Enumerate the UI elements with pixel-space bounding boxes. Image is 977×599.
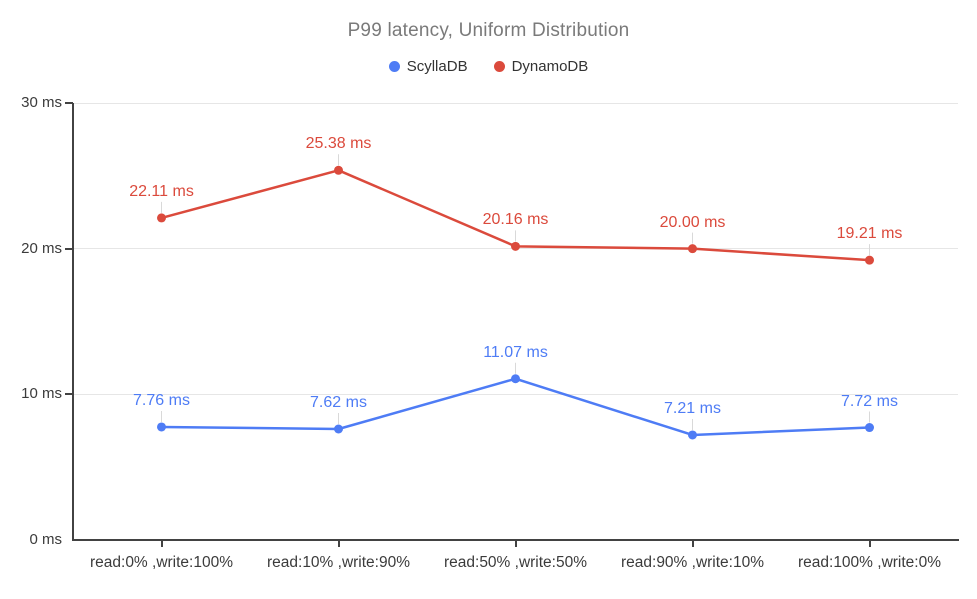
y-tick [65, 393, 73, 396]
gridline [73, 393, 958, 395]
x-tick [868, 539, 871, 547]
x-axis-label: read:90% ,write:10% [620, 554, 765, 571]
y-tick [65, 247, 73, 250]
x-tick [514, 539, 517, 547]
data-point-scylladb [157, 422, 166, 432]
x-axis-label: read:50% ,write:50% [443, 554, 588, 571]
data-point-scylladb [688, 430, 697, 440]
x-tick [160, 539, 163, 547]
legend-dot-scylladb-icon [388, 61, 400, 72]
data-point-label: 20.16 ms [482, 211, 549, 229]
data-point-dynamodb [688, 244, 697, 254]
data-point-scylladb [865, 423, 874, 433]
x-tick [337, 539, 340, 547]
x-axis-label: read:100% ,write:0% [797, 554, 942, 571]
data-point-dynamodb [334, 165, 343, 175]
data-point-label: 19.21 ms [836, 225, 903, 243]
y-axis-line [72, 103, 74, 540]
data-point-label: 7.72 ms [841, 392, 898, 410]
data-point-dynamodb [865, 255, 874, 265]
y-axis-label: 20 ms [21, 239, 62, 257]
data-point-label: 7.21 ms [664, 399, 721, 417]
y-axis-label: 0 ms [29, 531, 62, 548]
legend-item-scylladb: ScyllaDB [388, 58, 468, 75]
data-point-label: 22.11 ms [129, 182, 194, 200]
x-tick [691, 539, 694, 547]
legend: ScyllaDB DynamoDB [0, 58, 977, 75]
chart-title: P99 latency, Uniform Distribution [347, 20, 630, 41]
data-point-label: 7.62 ms [310, 394, 367, 411]
series-canvas [157, 154, 874, 440]
data-point-label: 25.38 ms [305, 135, 372, 153]
y-tick [65, 102, 73, 104]
data-point-dynamodb [157, 213, 166, 223]
data-point-label: 11.07 ms [483, 343, 548, 361]
legend-item-dynamodb: DynamoDB [493, 58, 589, 75]
y-axis-label: 10 ms [21, 385, 62, 403]
data-point-scylladb [511, 374, 520, 384]
y-axis-label: 30 ms [21, 94, 62, 111]
legend-label-scylladb: ScyllaDB [406, 58, 468, 75]
legend-label-dynamodb: DynamoDB [511, 58, 589, 75]
data-point-label: 20.00 ms [659, 213, 726, 231]
x-axis-label: read:10% ,write:90% [266, 554, 411, 571]
data-point-dynamodb [511, 241, 520, 251]
data-point-scylladb [334, 424, 343, 434]
x-axis-label: read:0% ,write:100% [89, 554, 234, 571]
data-point-label: 7.76 ms [133, 391, 190, 409]
plot-area: 7.76 ms 7.62 ms 11.07 ms 7.21 ms 7.72 ms 22.1… [65, 102, 959, 547]
legend-dot-dynamodb-icon [493, 61, 505, 72]
gridline [73, 102, 958, 104]
